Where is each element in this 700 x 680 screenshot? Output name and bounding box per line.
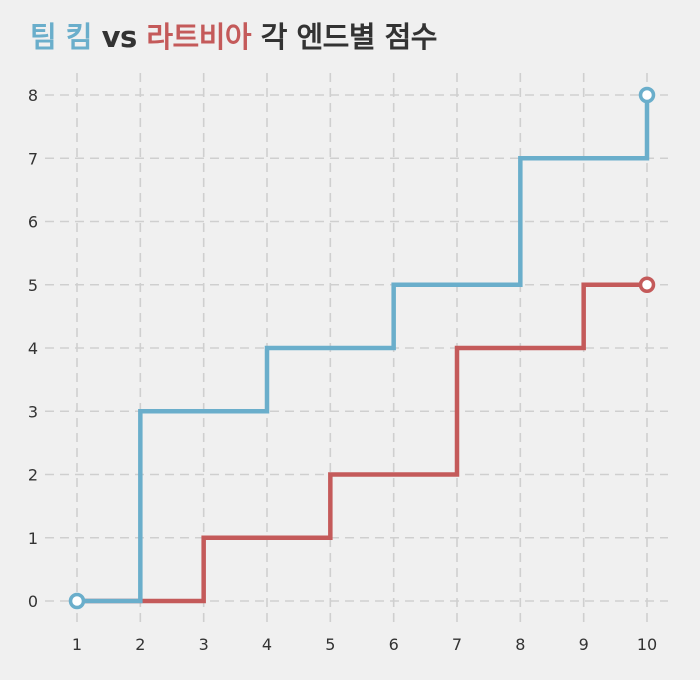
y-axis-ticks: 0 1 2 3 4 5 6 7 8 (28, 86, 38, 611)
title-team-a: 팀 킴 (30, 20, 92, 54)
x-tick-label: 9 (579, 635, 589, 654)
y-tick-label: 0 (28, 592, 38, 611)
y-tick-label: 3 (28, 402, 38, 421)
x-tick-label: 3 (199, 635, 209, 654)
series-1-end-marker (638, 276, 656, 293)
y-tick-label: 5 (28, 276, 38, 295)
series-0-end-marker (638, 86, 656, 104)
title-vs: vs (101, 20, 138, 54)
y-tick-label: 7 (28, 149, 38, 168)
x-tick-label: 2 (135, 635, 145, 654)
x-tick-label: 5 (325, 635, 335, 654)
title-team-b: 라트비아 (146, 20, 252, 54)
series-0-start-marker (68, 592, 86, 610)
series-line-1 (77, 282, 647, 604)
y-tick-label: 8 (28, 86, 38, 105)
series-lines (68, 86, 656, 610)
y-tick-label: 1 (28, 529, 38, 548)
y-tick-label: 4 (28, 339, 38, 358)
series-line-0 (77, 95, 650, 604)
x-tick-label: 10 (637, 635, 657, 654)
y-tick-label: 6 (28, 213, 38, 232)
x-tick-label: 8 (515, 635, 525, 654)
x-tick-label: 6 (389, 635, 399, 654)
title-suffix: 각 엔드별 점수 (260, 20, 438, 54)
x-axis-ticks: 1 2 3 4 5 6 7 8 9 10 (72, 635, 657, 654)
x-tick-label: 4 (262, 635, 272, 654)
chart-title: 팀 킴 vs 라트비아 각 엔드별 점수 (30, 14, 437, 56)
y-tick-label: 2 (28, 466, 38, 485)
x-tick-label: 1 (72, 635, 82, 654)
x-tick-label: 7 (452, 635, 462, 654)
